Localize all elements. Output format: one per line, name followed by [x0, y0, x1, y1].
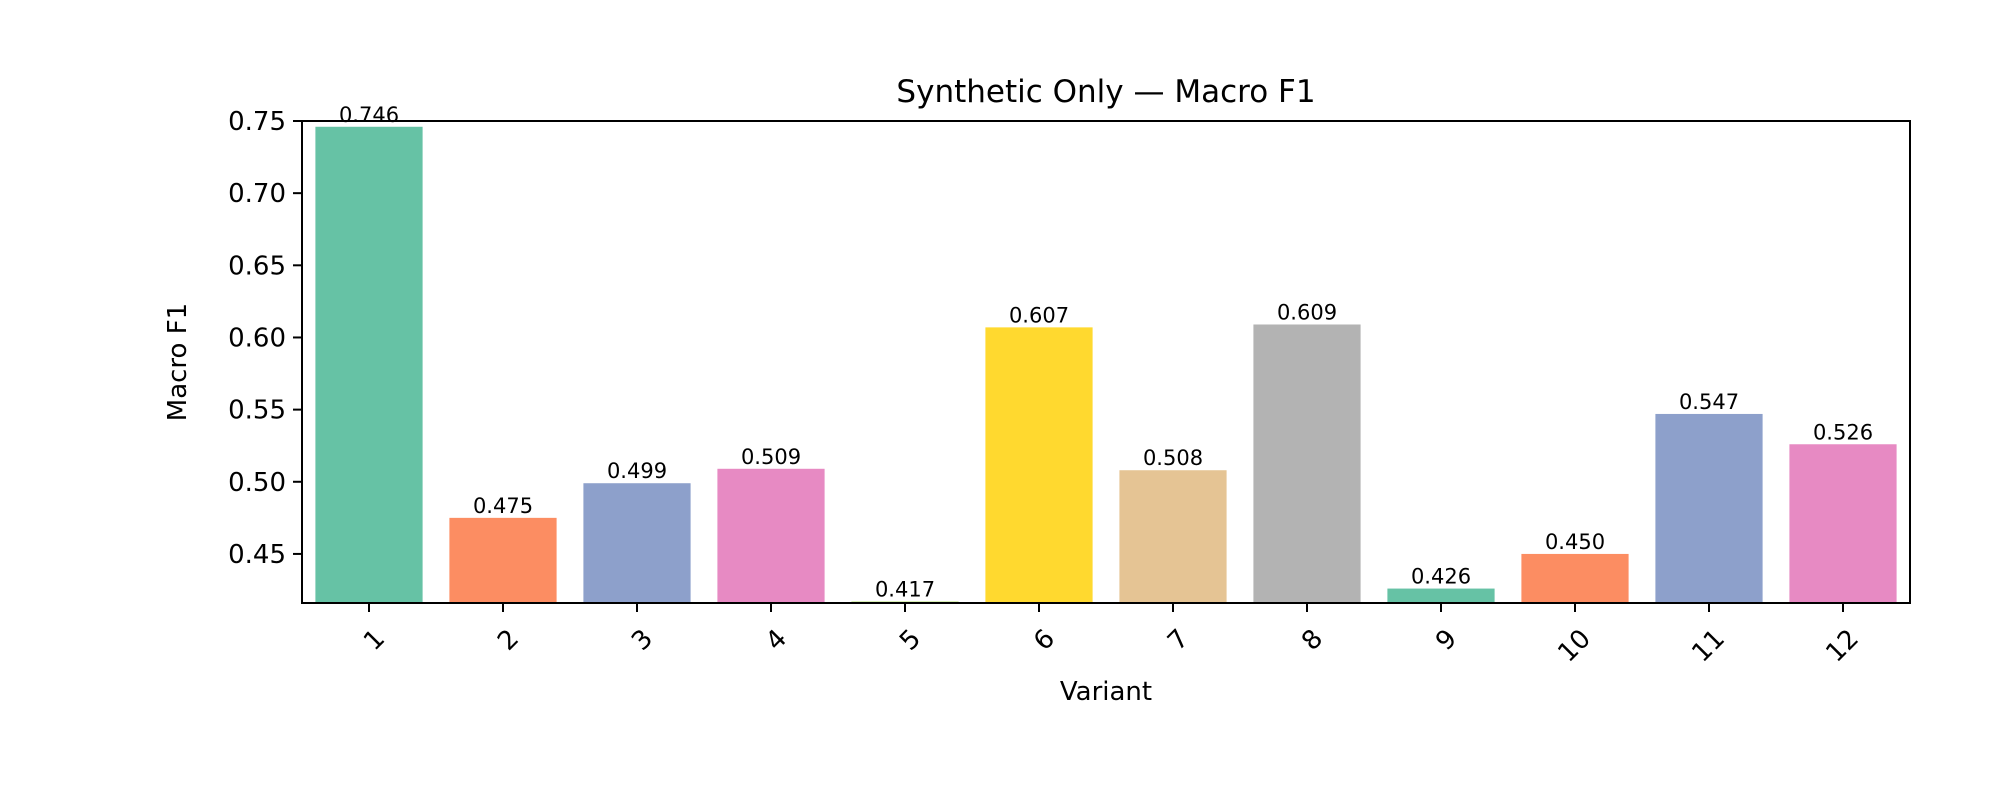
bar-value-label-11: 0.547	[1679, 390, 1739, 414]
x-tick-label-5: 5	[894, 624, 927, 657]
bar-value-label-7: 0.508	[1143, 446, 1203, 470]
x-axis: 1 2 3 4 5 6 7 8 9 10 11 12	[358, 603, 1865, 668]
x-tick-label-11: 11	[1686, 624, 1731, 669]
x-axis-label: Variant	[1060, 677, 1152, 707]
bar-10	[1521, 553, 1629, 603]
bar-8	[1253, 324, 1361, 603]
bar-3	[583, 483, 691, 603]
x-tick-label-2: 2	[492, 624, 525, 657]
x-tick-label-1: 1	[358, 624, 391, 657]
x-tick-label-3: 3	[626, 624, 659, 657]
chart-title: Synthetic Only — Macro F1	[896, 74, 1315, 110]
y-tick-label-0.75: 0.75	[228, 107, 286, 137]
bar-value-label-1: 0.746	[339, 103, 399, 127]
bar-value-label-4: 0.509	[741, 445, 801, 469]
bar-1	[315, 126, 423, 604]
bar-4	[717, 468, 825, 603]
value-labels-layer: 0.746 0.475 0.499 0.509 0.417 0.607 0.508 0.609…	[339, 103, 1873, 602]
bar-12	[1789, 444, 1897, 603]
y-axis: 0.45 0.50 0.55 0.60 0.65 0.70 0.75	[228, 107, 302, 570]
x-tick-label-8: 8	[1296, 624, 1329, 657]
bars-layer	[315, 126, 1897, 604]
x-tick-label-4: 4	[760, 624, 793, 657]
y-tick-label-0.70: 0.70	[228, 179, 286, 209]
plot-frame	[301, 120, 1911, 604]
bar-9	[1387, 588, 1495, 603]
bar-value-label-3: 0.499	[607, 459, 667, 483]
y-tick-label-0.45: 0.45	[228, 540, 286, 570]
bar-value-label-12: 0.526	[1813, 420, 1873, 444]
bar-7	[1119, 470, 1227, 603]
bar-6	[985, 327, 1093, 603]
bar-2	[449, 517, 557, 603]
bar-value-label-6: 0.607	[1009, 303, 1069, 327]
bar-value-label-8: 0.609	[1277, 300, 1337, 324]
y-tick-label-0.65: 0.65	[228, 251, 286, 281]
x-tick-label-6: 6	[1028, 624, 1061, 657]
x-tick-label-9: 9	[1430, 624, 1463, 657]
y-tick-label-0.60: 0.60	[228, 323, 286, 353]
y-tick-label-0.55: 0.55	[228, 396, 286, 426]
bar-11	[1655, 413, 1763, 603]
bar-value-label-9: 0.426	[1411, 565, 1471, 589]
y-tick-label-0.50: 0.50	[228, 468, 286, 498]
bar-value-label-10: 0.450	[1545, 530, 1605, 554]
y-axis-label: Macro F1	[163, 303, 193, 421]
x-tick-label-12: 12	[1820, 624, 1865, 669]
bar-value-label-2: 0.475	[473, 494, 533, 518]
bar-value-label-5: 0.417	[875, 578, 935, 602]
x-tick-label-10: 10	[1552, 624, 1597, 669]
x-tick-label-7: 7	[1162, 624, 1195, 657]
